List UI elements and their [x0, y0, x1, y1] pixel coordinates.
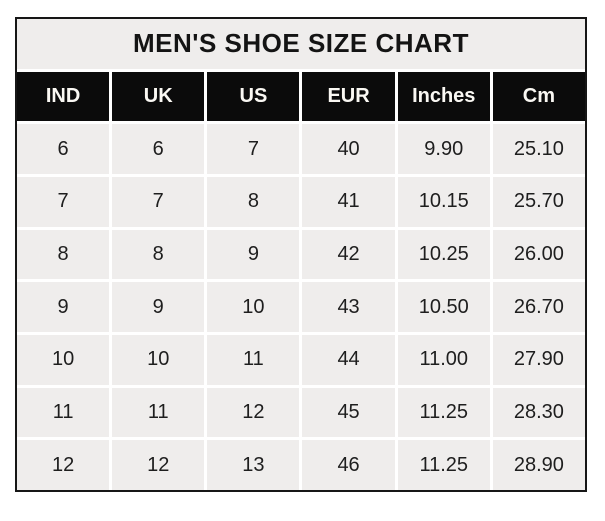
- table-cell-r5-c3: 11: [207, 335, 300, 385]
- table-cell-r4-c1: 9: [17, 282, 110, 332]
- table-cell-r7-c4: 46: [302, 440, 395, 490]
- table-cell-r6-c4: 45: [302, 387, 395, 438]
- table-cell-r6-c3: 12: [207, 387, 300, 438]
- table-cell-r5-c6: 27.90: [492, 335, 585, 385]
- table-cell-r7-c2: 12: [112, 440, 205, 490]
- table-cell-r6-c5: 11.25: [397, 387, 490, 438]
- table-cell-r4-c3: 10: [207, 282, 300, 332]
- table-cell-r6-c2: 11: [112, 387, 205, 438]
- table-cell-r3-c6: 26.00: [492, 229, 585, 280]
- table-cell-r2-c1: 7: [17, 177, 110, 227]
- table-cell-r5-c2: 10: [112, 335, 205, 385]
- table-cell-r1-c6: 25.10: [492, 124, 585, 174]
- table-cell-r3-c1: 8: [17, 229, 110, 280]
- table-cell-r2-c6: 25.70: [492, 177, 585, 227]
- column-header-eur: EUR: [302, 71, 395, 122]
- table-cell-r3-c4: 42: [302, 229, 395, 280]
- table-cell-r2-c3: 8: [207, 177, 300, 227]
- table-cell-r4-c5: 10.50: [397, 282, 490, 332]
- table-cell-r2-c4: 41: [302, 177, 395, 227]
- table-cell-r7-c5: 11.25: [397, 440, 490, 490]
- table-cell-r1-c5: 9.90: [397, 124, 490, 174]
- column-header-inches: Inches: [397, 71, 490, 122]
- table-cell-r1-c3: 7: [207, 124, 300, 174]
- table-cell-r6-c6: 28.30: [492, 387, 585, 438]
- table-cell-r7-c3: 13: [207, 440, 300, 490]
- table-cell-r1-c2: 6: [112, 124, 205, 174]
- table-cell-r5-c4: 44: [302, 335, 395, 385]
- column-header-cm: Cm: [492, 71, 585, 122]
- table-cell-r3-c2: 8: [112, 229, 205, 280]
- table-cell-r4-c6: 26.70: [492, 282, 585, 332]
- column-header-ind: IND: [17, 71, 110, 122]
- table-cell-r4-c2: 9: [112, 282, 205, 332]
- shoe-size-table: MEN'S SHOE SIZE CHART IND UK US EUR Inch…: [15, 17, 587, 492]
- table-cell-r5-c5: 11.00: [397, 335, 490, 385]
- column-header-us: US: [207, 71, 300, 122]
- table-cell-r4-c4: 43: [302, 282, 395, 332]
- table-cell-r7-c6: 28.90: [492, 440, 585, 490]
- table-cell-r2-c5: 10.15: [397, 177, 490, 227]
- table-cell-r3-c5: 10.25: [397, 229, 490, 280]
- table-cell-r1-c4: 40: [302, 124, 395, 174]
- table-cell-r3-c3: 9: [207, 229, 300, 280]
- column-header-uk: UK: [112, 71, 205, 122]
- table-cell-r5-c1: 10: [17, 335, 110, 385]
- chart-title: MEN'S SHOE SIZE CHART: [17, 19, 585, 69]
- table-cell-r7-c1: 12: [17, 440, 110, 490]
- table-cell-r6-c1: 11: [17, 387, 110, 438]
- table-cell-r2-c2: 7: [112, 177, 205, 227]
- table-cell-r1-c1: 6: [17, 124, 110, 174]
